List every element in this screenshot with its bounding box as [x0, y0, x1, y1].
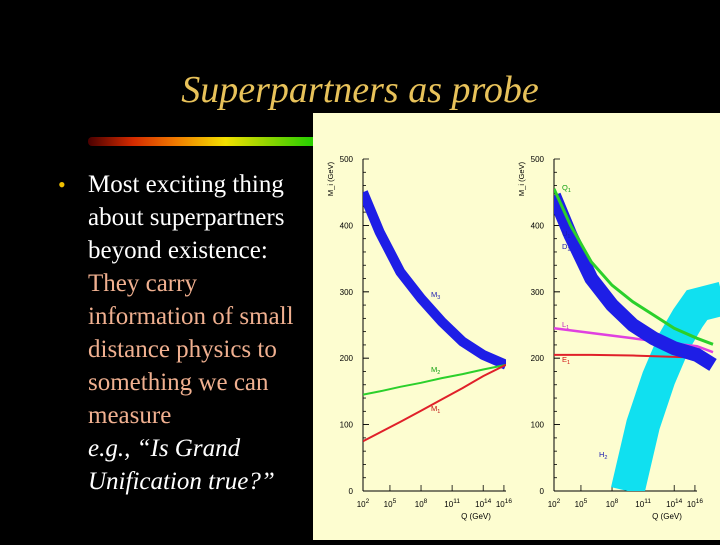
x-axis-label: Q (GeV)	[652, 512, 682, 521]
series-q1	[554, 188, 714, 346]
bullet-line: something we can	[88, 369, 269, 396]
y-tick-label: 200	[340, 354, 354, 363]
series-label-m1: M1	[431, 404, 440, 415]
bullet-line: distance physics to	[88, 336, 277, 363]
series-label-d1: D1	[562, 242, 570, 253]
series-label-e1: E1	[562, 355, 570, 366]
bullet-line: beyond existence:	[88, 237, 268, 264]
title-underline-gradient	[88, 137, 338, 146]
x-tick-label: 102	[548, 498, 561, 509]
bullet-dot-icon: •	[58, 172, 66, 197]
y-tick-label: 500	[531, 155, 545, 164]
x-tick-label: 102	[357, 498, 370, 509]
plot-background	[313, 113, 720, 540]
x-tick-label: 108	[606, 498, 619, 509]
series-label-l1: L1	[562, 320, 569, 331]
y-tick-label: 300	[531, 288, 545, 297]
y-tick-label: 0	[540, 487, 545, 496]
y-axis-label: M_i (GeV)	[326, 161, 335, 196]
bullet-line: They carry	[88, 270, 197, 297]
y-tick-label: 500	[340, 155, 354, 164]
x-axis-label: Q (GeV)	[461, 512, 491, 521]
x-tick-label: 105	[384, 498, 397, 509]
y-tick-label: 100	[531, 421, 545, 430]
series-label-m3: M3	[431, 290, 440, 301]
plots-svg: 0 100 200 300 400 500 102 105 108 1011 1014 1016 M_i…	[313, 113, 720, 540]
x-tick-label: 1016	[687, 498, 704, 509]
series-label-h2: H2	[599, 450, 607, 461]
series-label-u1: U1	[562, 229, 570, 240]
y-tick-label: 0	[349, 487, 354, 496]
x-tick-label: 108	[415, 498, 428, 509]
series-m3	[363, 190, 506, 370]
x-tick-label: 105	[575, 498, 588, 509]
series-label-m2: M2	[431, 365, 440, 376]
y-tick-label: 400	[531, 221, 545, 230]
series-label-q1: Q1	[562, 183, 571, 194]
bullet-line: e.g., “Is Grand	[88, 435, 241, 462]
y-axis-label: M_i (GeV)	[517, 161, 526, 196]
x-tick-label: 1014	[666, 498, 683, 509]
series-m2	[363, 363, 506, 396]
y-tick-label: 100	[340, 421, 354, 430]
y-tick-label: 400	[340, 221, 354, 230]
running-mass-plots: 0 100 200 300 400 500 102 105 108 1011 1014 1016 M_i…	[313, 113, 720, 540]
y-tick-label: 300	[340, 288, 354, 297]
x-tick-label: 1011	[635, 498, 651, 509]
x-tick-label: 1011	[444, 498, 460, 509]
slide-title: Superpartners as probe	[181, 69, 539, 111]
bullet-line: Most exciting thing	[88, 171, 284, 198]
x-tick-label: 1014	[475, 498, 492, 509]
bullet-line: Unification true?”	[88, 468, 275, 495]
bullet-line: information of small	[88, 303, 294, 330]
bullet-line: measure	[88, 402, 172, 429]
series-d1	[554, 192, 717, 371]
bullet-line: about superpartners	[88, 204, 285, 231]
y-tick-label: 200	[531, 354, 545, 363]
series-m1	[363, 363, 506, 443]
x-tick-label: 1016	[496, 498, 513, 509]
bullet-text: Most exciting thing about superpartners be…	[88, 168, 338, 498]
